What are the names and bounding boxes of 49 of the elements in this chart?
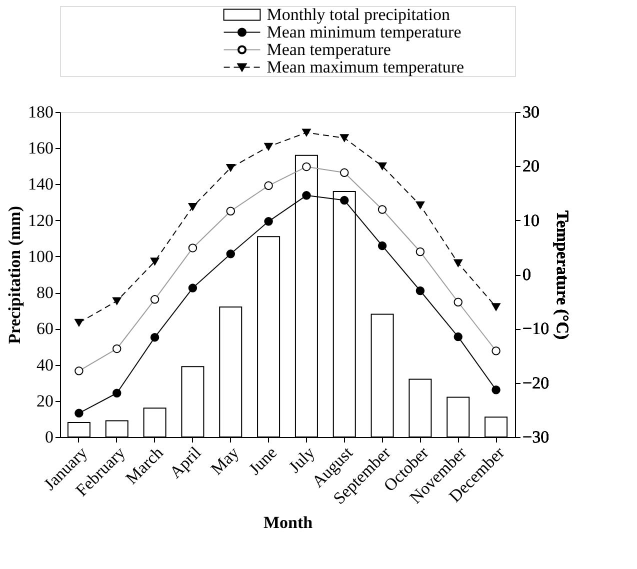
point [302,191,311,200]
y2-tick-label: 0 [522,265,531,284]
point [226,164,235,172]
y2-tick-label: 10 [522,210,540,230]
y-tick-label: 0 [45,428,54,446]
y-tick-label: 20 [36,391,54,410]
y2-tick-label: 30 [522,102,540,122]
y-tick-label: 140 [28,174,54,194]
point [112,297,122,305]
point [264,142,273,151]
y-tick-label: 60 [36,319,54,338]
point [492,303,500,311]
y-tick-label: 120 [28,210,54,230]
y-tick-label: 80 [36,283,54,302]
y2-axis-title: Temperature (°C) [553,210,572,340]
y2-tick-label: −10 [522,319,550,338]
point [378,241,387,250]
point [188,284,198,292]
point [378,162,387,170]
x-tick-label: July [285,442,319,477]
point [150,332,160,342]
point [264,217,273,226]
y-axis-title: Precipitation (mm) [5,206,24,344]
point [416,201,425,210]
point [74,318,84,327]
point [454,332,462,342]
x-tick-label: May [207,442,243,479]
y-tick-label: 180 [28,102,54,122]
point [188,202,198,211]
y-tick-label: 160 [28,138,54,158]
point [492,386,500,394]
point [454,259,462,267]
point [226,250,235,258]
y2-tick-label: 20 [522,156,540,176]
point [340,134,349,142]
y-tick-label: 40 [36,355,54,374]
point [416,286,425,296]
point [340,196,349,205]
point [112,388,122,398]
point [74,408,84,418]
point [150,258,160,266]
y2-tick-label: −30 [522,428,550,446]
x-axis-title: Month [263,513,314,532]
legend-label: Monthly total precipitation [266,4,450,24]
y-tick-label: 100 [28,246,54,266]
point [302,128,311,136]
x-tick-label: June [245,443,281,479]
legend-label: Mean temperature [266,40,391,59]
y2-tick-label: −20 [522,373,550,392]
